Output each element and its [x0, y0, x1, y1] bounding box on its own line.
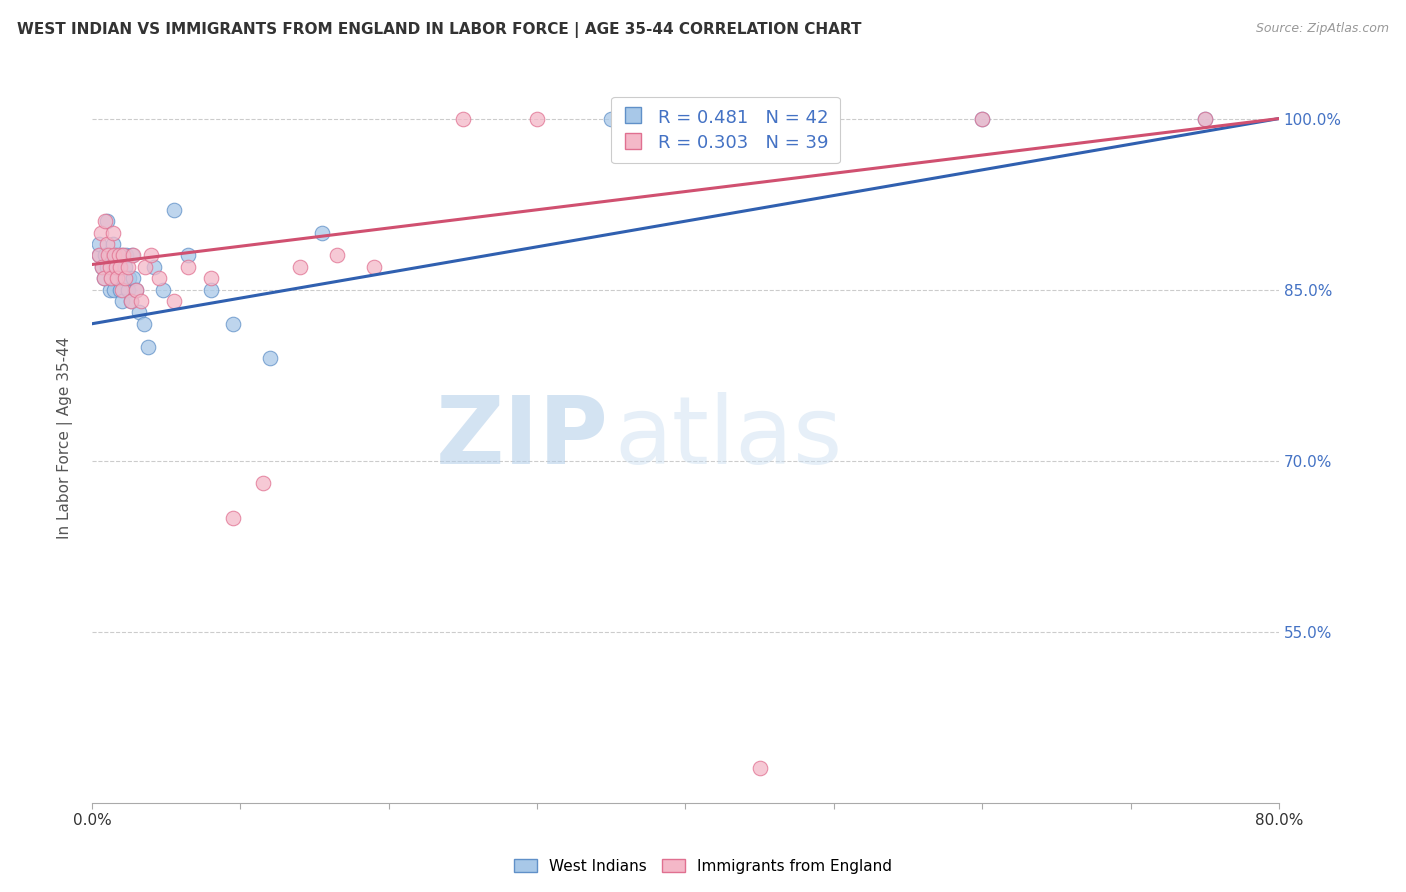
Point — [96, 237, 118, 252]
Point — [104, 260, 127, 274]
Legend: West Indians, Immigrants from England: West Indians, Immigrants from England — [508, 853, 898, 880]
Point — [136, 340, 159, 354]
Point — [118, 271, 141, 285]
Point — [114, 271, 136, 285]
Point — [112, 271, 135, 285]
Point — [125, 283, 148, 297]
Point — [128, 305, 150, 319]
Point — [177, 260, 200, 274]
Point — [89, 248, 111, 262]
Point — [91, 260, 114, 274]
Text: WEST INDIAN VS IMMIGRANTS FROM ENGLAND IN LABOR FORCE | AGE 35-44 CORRELATION CH: WEST INDIAN VS IMMIGRANTS FROM ENGLAND I… — [17, 22, 862, 38]
Legend: R = 0.481   N = 42, R = 0.303   N = 39: R = 0.481 N = 42, R = 0.303 N = 39 — [612, 96, 839, 163]
Point — [103, 248, 125, 262]
Point — [600, 112, 623, 126]
Point — [112, 248, 135, 262]
Point — [132, 317, 155, 331]
Point — [94, 214, 117, 228]
Point — [141, 248, 163, 262]
Point — [98, 248, 121, 262]
Point — [110, 283, 132, 297]
Point — [288, 260, 311, 274]
Point — [129, 293, 152, 308]
Point — [222, 510, 245, 524]
Point — [125, 283, 148, 297]
Point — [90, 226, 112, 240]
Point — [108, 260, 131, 274]
Text: ZIP: ZIP — [436, 392, 609, 483]
Point — [94, 248, 117, 262]
Point — [117, 283, 139, 297]
Point — [107, 248, 129, 262]
Point — [105, 271, 128, 285]
Point — [134, 260, 156, 274]
Point — [117, 260, 139, 274]
Point — [1194, 112, 1216, 126]
Point — [972, 112, 994, 126]
Point — [252, 476, 274, 491]
Point — [100, 271, 122, 285]
Point — [98, 260, 121, 274]
Point — [110, 293, 132, 308]
Point — [122, 248, 145, 262]
Point — [326, 248, 349, 262]
Point — [177, 248, 200, 262]
Point — [110, 248, 132, 262]
Point — [121, 248, 143, 262]
Point — [89, 237, 111, 252]
Point — [748, 761, 770, 775]
Point — [105, 271, 128, 285]
Point — [222, 317, 245, 331]
Point — [200, 283, 222, 297]
Point — [114, 260, 136, 274]
Y-axis label: In Labor Force | Age 35-44: In Labor Force | Age 35-44 — [58, 336, 73, 539]
Text: Source: ZipAtlas.com: Source: ZipAtlas.com — [1256, 22, 1389, 36]
Point — [103, 260, 125, 274]
Point — [101, 237, 124, 252]
Point — [115, 248, 138, 262]
Point — [104, 248, 127, 262]
Point — [96, 260, 118, 274]
Point — [152, 283, 174, 297]
Point — [91, 260, 114, 274]
Point — [972, 112, 994, 126]
Point — [100, 271, 122, 285]
Point — [1194, 112, 1216, 126]
Point — [101, 226, 124, 240]
Point — [143, 260, 166, 274]
Point — [162, 202, 184, 217]
Point — [200, 271, 222, 285]
Point — [526, 112, 548, 126]
Point — [451, 112, 474, 126]
Point — [311, 226, 333, 240]
Point — [89, 248, 111, 262]
Point — [98, 283, 121, 297]
Point — [93, 271, 115, 285]
Point — [107, 260, 129, 274]
Point — [93, 271, 115, 285]
Point — [120, 293, 142, 308]
Point — [148, 271, 170, 285]
Point — [103, 283, 125, 297]
Point — [120, 293, 142, 308]
Point — [363, 260, 385, 274]
Point — [96, 214, 118, 228]
Point — [122, 271, 145, 285]
Text: atlas: atlas — [614, 392, 842, 483]
Point — [162, 293, 184, 308]
Point — [259, 351, 281, 365]
Point — [108, 283, 131, 297]
Point — [97, 248, 120, 262]
